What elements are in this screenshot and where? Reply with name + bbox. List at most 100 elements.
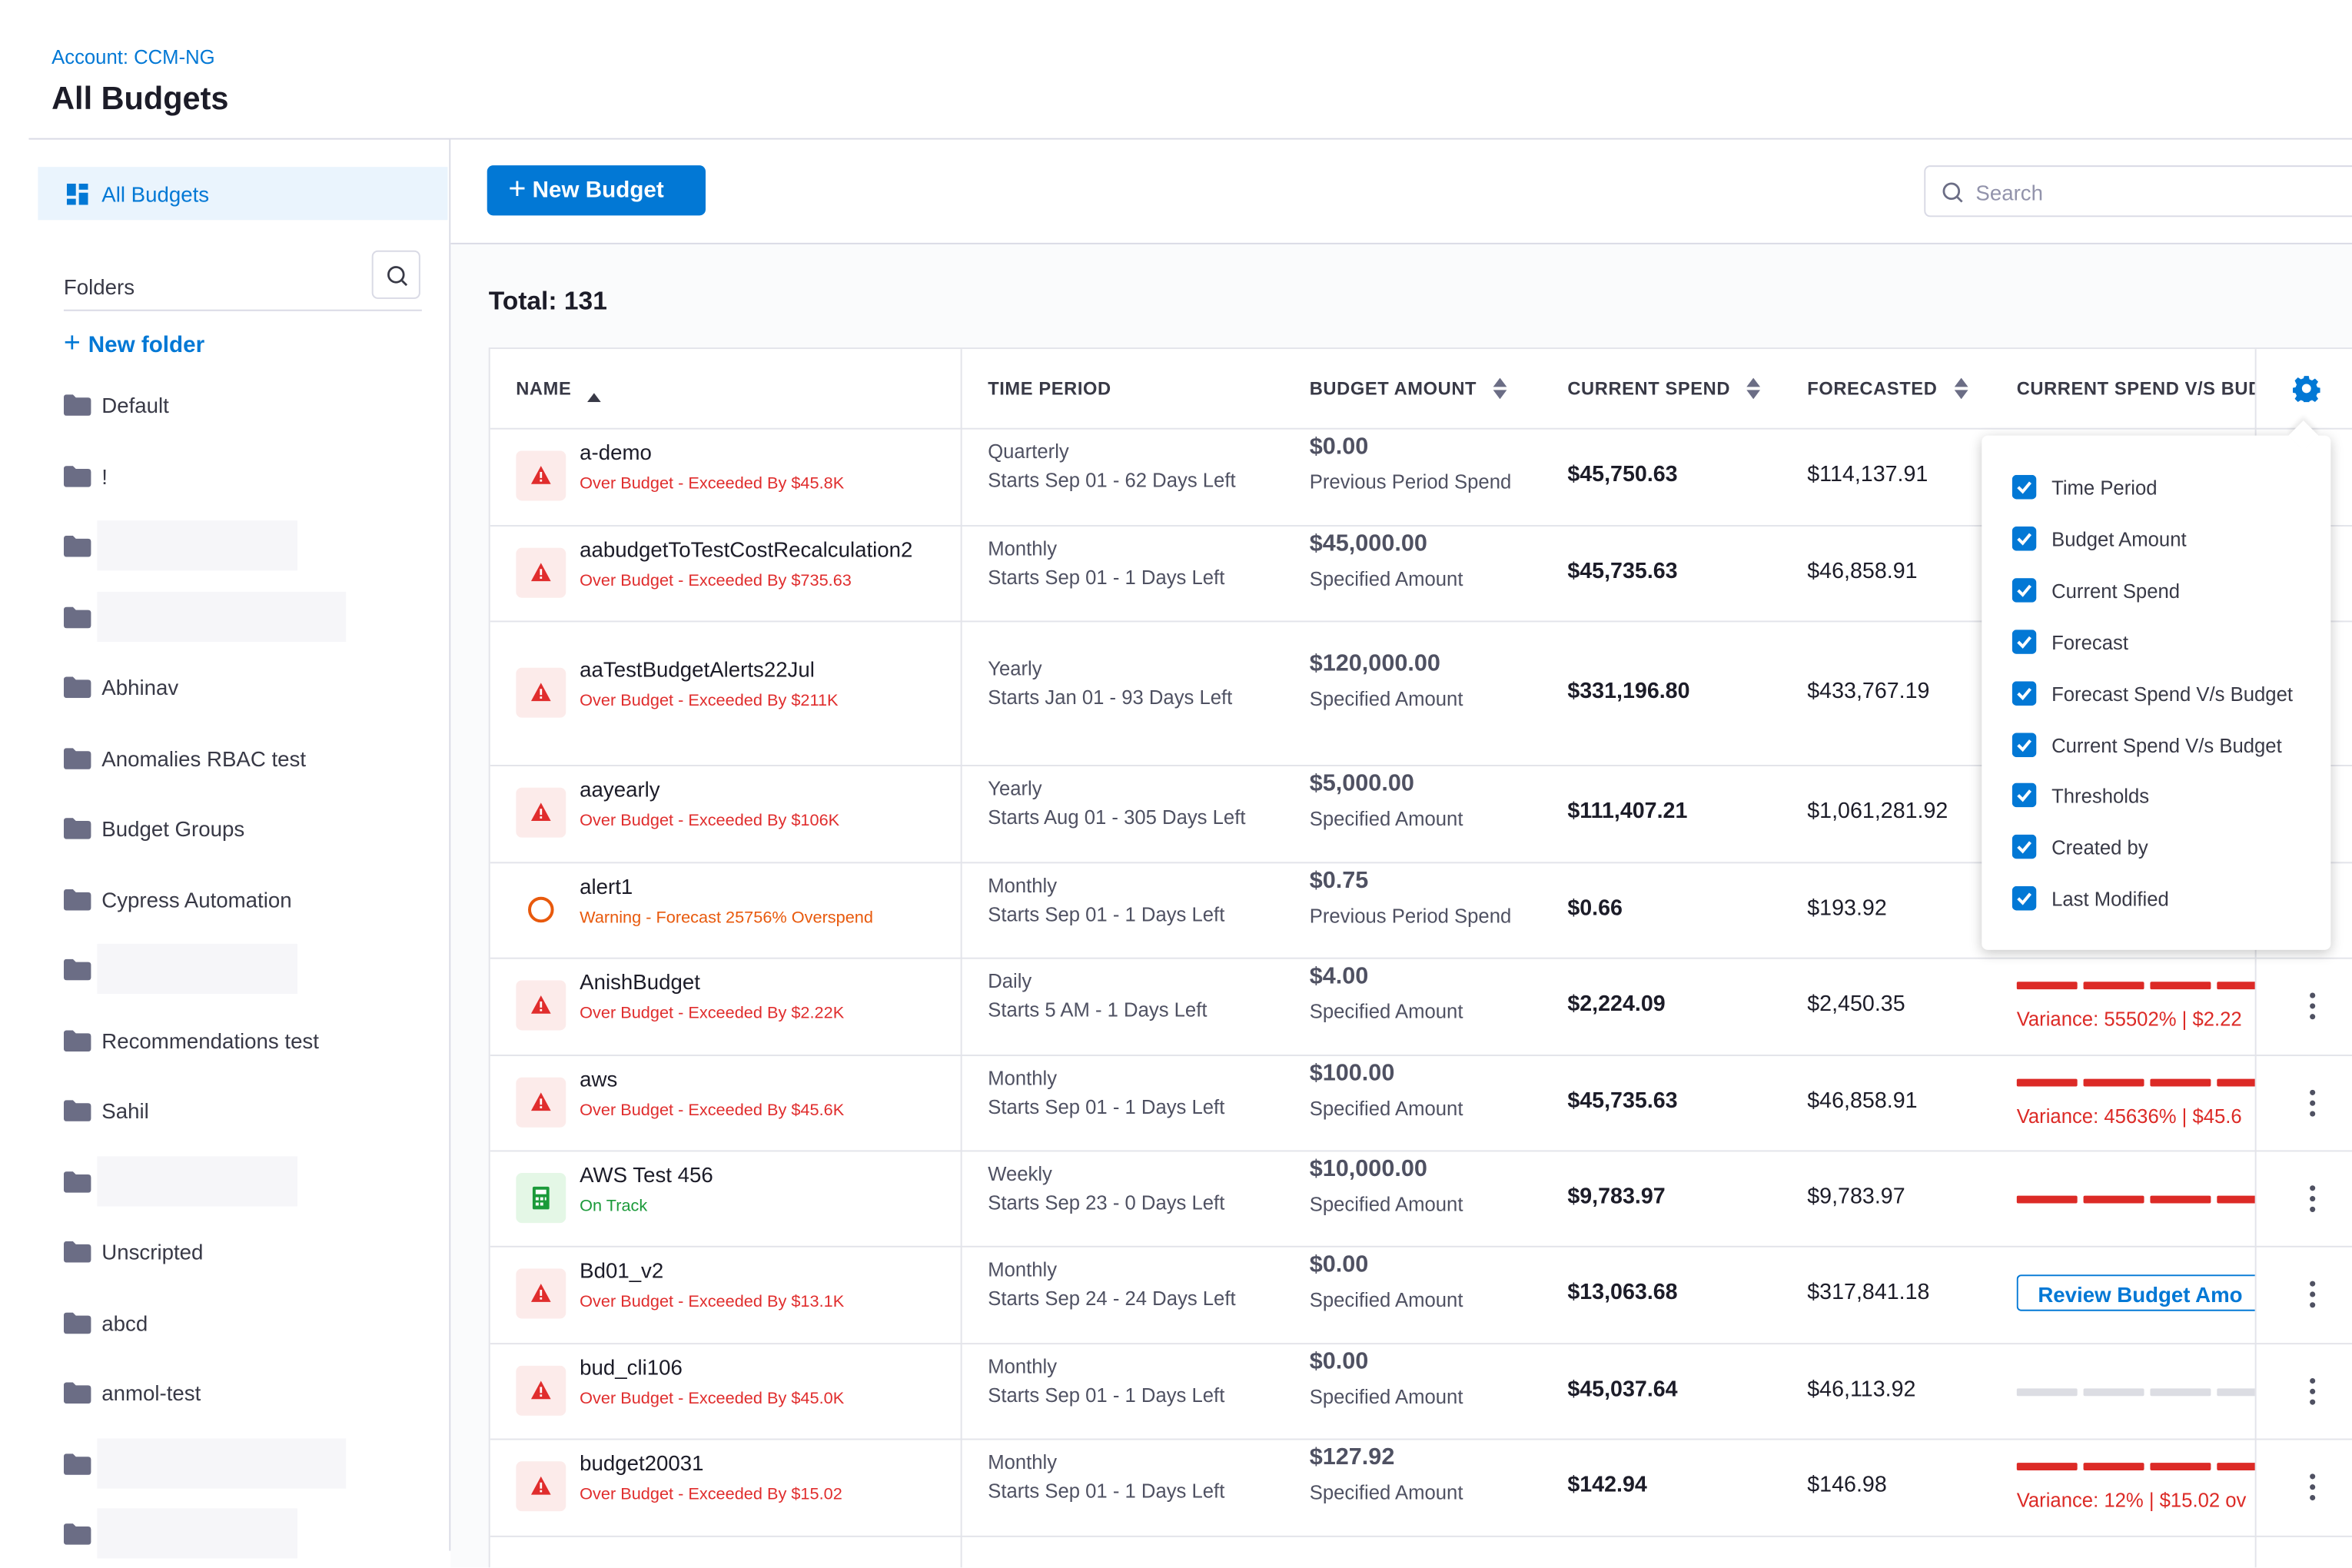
- status-icon: [516, 1365, 566, 1415]
- budget-name[interactable]: budget20031: [580, 1450, 703, 1475]
- folder-icon: [64, 1100, 91, 1121]
- checkbox: [2012, 733, 2037, 764]
- column-header[interactable]: BUDGET AMOUNT: [1310, 378, 1477, 400]
- forecast: $317,841.18: [1807, 1281, 1929, 1305]
- spend-vs-budget: Variance: 45636% | $45.6: [2017, 1055, 2255, 1150]
- column-header[interactable]: CURRENT SPEND: [1567, 378, 1730, 400]
- folder-name[interactable]: Cypress Automation: [101, 887, 291, 912]
- status-icon: [516, 547, 566, 597]
- bar-segment: [2017, 1078, 2078, 1086]
- folder-redacted: [97, 520, 297, 570]
- budget-status: Over Budget - Exceeded By $735.63: [580, 571, 852, 590]
- nav-item[interactable]: All Budgets: [38, 167, 447, 220]
- menu-item[interactable]: Forecast Spend V/s Budget: [2051, 683, 2293, 706]
- folder-icon: [64, 465, 91, 487]
- row-menu: [2310, 1377, 2316, 1412]
- status-icon: [516, 788, 566, 838]
- search-box[interactable]: Search: [1924, 165, 2352, 217]
- folder-name[interactable]: Sahil: [101, 1098, 148, 1123]
- budget-name[interactable]: aayearly: [580, 777, 659, 802]
- budget-name[interactable]: AWS Test 456: [580, 1161, 713, 1186]
- budget-status: Over Budget - Exceeded By $15.02: [580, 1486, 842, 1504]
- budget-name[interactable]: aabudgetToTestCostRecalculation2: [580, 537, 912, 561]
- budget-name[interactable]: Bd01_v2: [580, 1258, 663, 1283]
- folder-name[interactable]: Unscripted: [101, 1240, 203, 1264]
- status-icon: [516, 884, 566, 934]
- folder-icon: [64, 1171, 91, 1192]
- current-spend: $142.94: [1567, 1473, 1646, 1498]
- budget-status: Over Budget - Exceeded By $45.6K: [580, 1101, 844, 1119]
- sort-icon: [1954, 378, 1968, 407]
- menu-item[interactable]: Forecast: [2051, 631, 2128, 654]
- budget-name[interactable]: AnishBudget: [580, 970, 700, 995]
- amount-type: Specified Amount: [1310, 1000, 1463, 1023]
- spend-vs-budget: Review Budget Amo: [2017, 1246, 2255, 1343]
- column-header[interactable]: FORECASTED: [1807, 378, 1937, 400]
- folder-icon: [64, 606, 91, 628]
- budget-amount: $4.00: [1310, 964, 1369, 992]
- period-start: Starts Sep 01 - 1 Days Left: [988, 1383, 1224, 1406]
- folder-icon: [64, 676, 91, 698]
- column-header[interactable]: NAME: [516, 378, 571, 400]
- period-start: Starts Sep 01 - 1 Days Left: [988, 565, 1224, 588]
- variance: Variance: 45636% | $45.6: [2017, 1104, 2242, 1127]
- breadcrumb[interactable]: Account: CCM-NG: [51, 45, 215, 68]
- budget-status: Warning - Forecast 25756% Overspend: [580, 909, 873, 927]
- period-start: Starts Jan 01 - 93 Days Left: [988, 685, 1232, 708]
- sort-icon: [1493, 378, 1507, 407]
- folder-name[interactable]: Budget Groups: [101, 816, 244, 841]
- spend-vs-budget: Variance: 55502% | $2.22: [2017, 958, 2255, 1055]
- menu-item[interactable]: Thresholds: [2051, 785, 2149, 808]
- budget-name[interactable]: bud_cli106: [580, 1354, 683, 1379]
- folder-search[interactable]: [372, 251, 420, 299]
- new-budget-button[interactable]: + New Budget: [487, 165, 706, 215]
- review-button[interactable]: Review Budget Amo: [2017, 1274, 2255, 1311]
- budget-status: Over Budget - Exceeded By $211K: [580, 691, 838, 709]
- current-spend: $9,783.97: [1567, 1184, 1665, 1209]
- menu-item[interactable]: Last Modified: [2051, 888, 2169, 911]
- status-icon: [516, 450, 566, 500]
- bar-segment: [2217, 1387, 2254, 1395]
- folder-name[interactable]: Abhinav: [101, 676, 178, 700]
- search-placeholder: Search: [1975, 181, 2043, 205]
- sort-icon: [586, 382, 600, 410]
- folder-name[interactable]: !: [101, 463, 108, 488]
- folder-name[interactable]: Default: [101, 393, 169, 417]
- folder-name[interactable]: anmol-test: [101, 1381, 201, 1406]
- row-menu: [2310, 1088, 2316, 1123]
- bar-segment: [2217, 1078, 2254, 1086]
- menu-item[interactable]: Current Spend: [2051, 580, 2180, 603]
- budget-amount: $0.00: [1310, 1252, 1369, 1280]
- menu-item[interactable]: Current Spend V/s Budget: [2051, 734, 2282, 757]
- menu-item[interactable]: Budget Amount: [2051, 528, 2187, 551]
- menu-item[interactable]: Time Period: [2051, 477, 2157, 500]
- period-start: Starts Sep 24 - 24 Days Left: [988, 1287, 1235, 1310]
- budget-name[interactable]: aaTestBudgetAlerts22Jul: [580, 656, 815, 681]
- amount-type: Specified Amount: [1310, 1288, 1463, 1311]
- folder-name[interactable]: Anomalies RBAC test: [101, 746, 306, 770]
- folder-name[interactable]: Recommendations test: [101, 1028, 319, 1053]
- column-menu: Time Period Budget Amount Current Spend For…: [1982, 436, 2330, 950]
- row-menu: [2310, 1184, 2316, 1219]
- budget-name[interactable]: a-demo: [580, 440, 652, 465]
- checkbox: [2012, 886, 2037, 918]
- period: Yearly: [988, 777, 1041, 800]
- status-icon: [516, 980, 566, 1030]
- new-folder[interactable]: +New folder: [64, 327, 204, 360]
- budget-status: Over Budget - Exceeded By $2.22K: [580, 1005, 844, 1023]
- period-start: Starts Sep 01 - 1 Days Left: [988, 902, 1224, 925]
- status-icon: [516, 667, 566, 717]
- spend-vs-budget: [2017, 1343, 2255, 1438]
- budget-name[interactable]: aws: [580, 1066, 617, 1091]
- column-header[interactable]: CURRENT SPEND V/S BUDG: [2017, 378, 2255, 400]
- folder-name[interactable]: abcd: [101, 1311, 148, 1335]
- column-header[interactable]: TIME PERIOD: [988, 378, 1111, 400]
- budget-name[interactable]: alert1: [580, 873, 633, 898]
- menu-item[interactable]: Created by: [2051, 836, 2148, 859]
- folder-redacted: [97, 591, 346, 641]
- amount-type: Previous Period Spend: [1310, 904, 1512, 927]
- amount-type: Specified Amount: [1310, 1384, 1463, 1407]
- period: Monthly: [988, 537, 1057, 560]
- variance: Variance: 55502% | $2.22: [2017, 1008, 2242, 1031]
- budget-amount: $5,000.00: [1310, 771, 1414, 799]
